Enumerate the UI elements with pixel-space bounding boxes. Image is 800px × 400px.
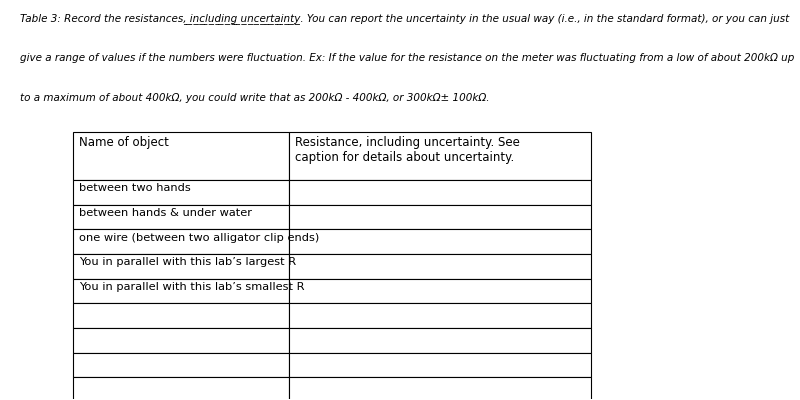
Bar: [289, 132, 591, 180]
Bar: [73, 377, 289, 400]
Bar: [289, 229, 591, 254]
Text: You in parallel with this lab’s largest R: You in parallel with this lab’s largest …: [79, 257, 297, 267]
Bar: [73, 180, 289, 205]
Bar: [289, 303, 591, 328]
Text: You in parallel with this lab’s smallest R: You in parallel with this lab’s smallest…: [79, 282, 305, 292]
Text: between two hands: between two hands: [79, 183, 191, 193]
Bar: [289, 180, 591, 205]
Bar: [289, 254, 591, 279]
Text: Resistance, including uncertainty. See
caption for details about uncertainty.: Resistance, including uncertainty. See c…: [294, 136, 520, 164]
Text: Name of object: Name of object: [79, 136, 170, 149]
Bar: [73, 205, 289, 229]
Bar: [73, 352, 289, 377]
Text: between hands & under water: between hands & under water: [79, 208, 253, 218]
Bar: [73, 279, 289, 303]
Text: give a range of values if the numbers were fluctuation. Ex: If the value for the: give a range of values if the numbers we…: [20, 53, 794, 63]
Bar: [289, 279, 591, 303]
Bar: [289, 377, 591, 400]
Text: to a maximum of about 400kΩ, you could write that as 200kΩ - 400kΩ, or 300kΩ± 10: to a maximum of about 400kΩ, you could w…: [20, 93, 490, 103]
Text: one wire (between two alligator clip ends): one wire (between two alligator clip end…: [79, 232, 320, 242]
Text: Table 3: Record the resistances, ̲i̲n̲c̲l̲u̲d̲i̲n̲g̲ ̲u̲n̲c̲e̲r̲t̲a̲i̲n̲t̲y̲. Yo: Table 3: Record the resistances, ̲i̲n̲c̲…: [20, 13, 790, 24]
Bar: [73, 229, 289, 254]
Bar: [289, 328, 591, 352]
Bar: [73, 328, 289, 352]
Bar: [289, 352, 591, 377]
Bar: [73, 132, 289, 180]
Bar: [289, 205, 591, 229]
Bar: [73, 303, 289, 328]
Bar: [73, 254, 289, 279]
